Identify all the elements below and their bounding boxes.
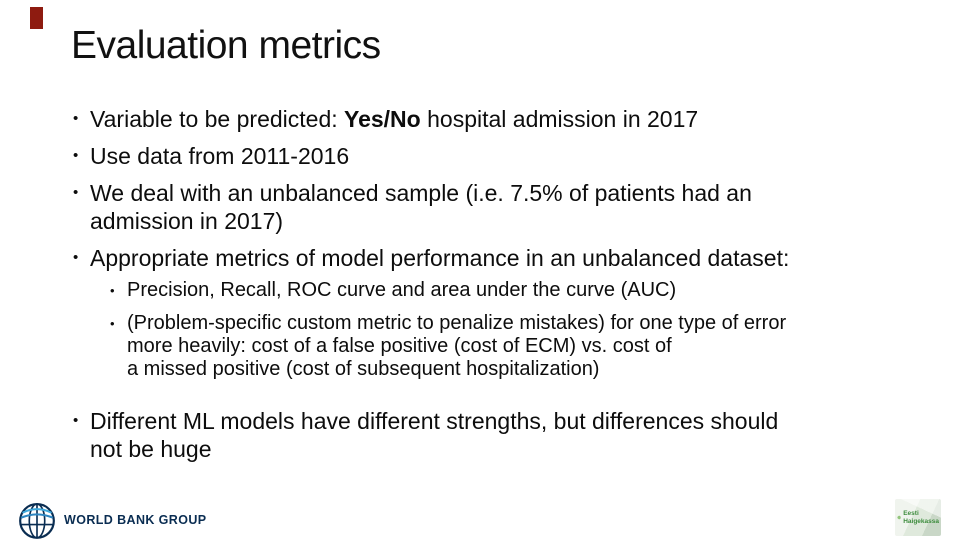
bullet-variable-post: hospital admission in 2017 (420, 106, 699, 132)
sub-bullet-custom-line2: more heavily: cost of a false positive (… (127, 335, 672, 357)
sub-bullet-precision-text: Precision, Recall, ROC curve and area un… (127, 279, 677, 301)
haigekassa-starburst-icon (897, 515, 901, 520)
bullet-variable-predicted: • Variable to be predicted: Yes/No hospi… (72, 105, 920, 133)
world-bank-logo: WORLD BANK GROUP (17, 500, 207, 540)
bullet-dot-icon: • (73, 249, 79, 266)
slide-body: • Variable to be predicted: Yes/No hospi… (72, 105, 920, 472)
bullet-use-data: • Use data from 2011-2016 (72, 142, 920, 170)
haigekassa-logo-badge: Eesti Haigekassa (895, 499, 941, 536)
haigekassa-wordmark-line2: Haigekassa (903, 517, 939, 525)
world-bank-globe-icon (19, 503, 55, 539)
bullet-use-data-text: Use data from 2011-2016 (90, 143, 350, 169)
slide-title: Evaluation metrics (71, 24, 381, 67)
world-bank-wordmark: WORLD BANK GROUP (64, 513, 207, 527)
bullet-dot-icon: • (73, 412, 79, 429)
bullet-variable-bold: Yes/No (344, 106, 421, 132)
haigekassa-wordmark-line1: Eesti (903, 509, 919, 517)
bullet-dot-icon: • (110, 316, 115, 331)
bullet-variable-pre: Variable to be predicted: (90, 106, 345, 132)
bullet-different-models: • Different ML models have different str… (72, 407, 920, 463)
bullet-dot-icon: • (110, 283, 115, 298)
bullet-different-models-line1: Different ML models have different stren… (90, 408, 779, 434)
bullet-different-models-line2: not be huge (90, 436, 212, 462)
haigekassa-wordmark: Eesti Haigekassa (903, 510, 939, 526)
bullet-list-sub: • Precision, Recall, ROC curve and area … (109, 279, 920, 381)
bullet-unbalanced-line1: We deal with an unbalanced sample (i.e. … (90, 180, 752, 206)
bullet-list-main: • Variable to be predicted: Yes/No hospi… (72, 105, 920, 272)
bullet-unbalanced-line2: admission in 2017) (90, 208, 284, 234)
bullet-dot-icon: • (73, 147, 79, 164)
sub-bullet-custom-line1: (Problem-specific custom metric to penal… (127, 312, 787, 334)
bullet-appropriate-metrics-text: Appropriate metrics of model performance… (90, 245, 790, 271)
bullet-dot-icon: • (73, 184, 79, 201)
sub-bullet-custom-metric: • (Problem-specific custom metric to pen… (109, 312, 920, 381)
bullet-dot-icon: • (73, 110, 79, 127)
sub-bullet-custom-line3: a missed positive (cost of subsequent ho… (127, 358, 600, 380)
bullet-list-final: • Different ML models have different str… (72, 407, 920, 463)
bullet-unbalanced-sample: • We deal with an unbalanced sample (i.e… (72, 179, 920, 235)
bullet-appropriate-metrics: • Appropriate metrics of model performan… (72, 244, 920, 272)
sub-bullet-precision-recall: • Precision, Recall, ROC curve and area … (109, 279, 920, 302)
red-accent-mark (30, 7, 43, 29)
